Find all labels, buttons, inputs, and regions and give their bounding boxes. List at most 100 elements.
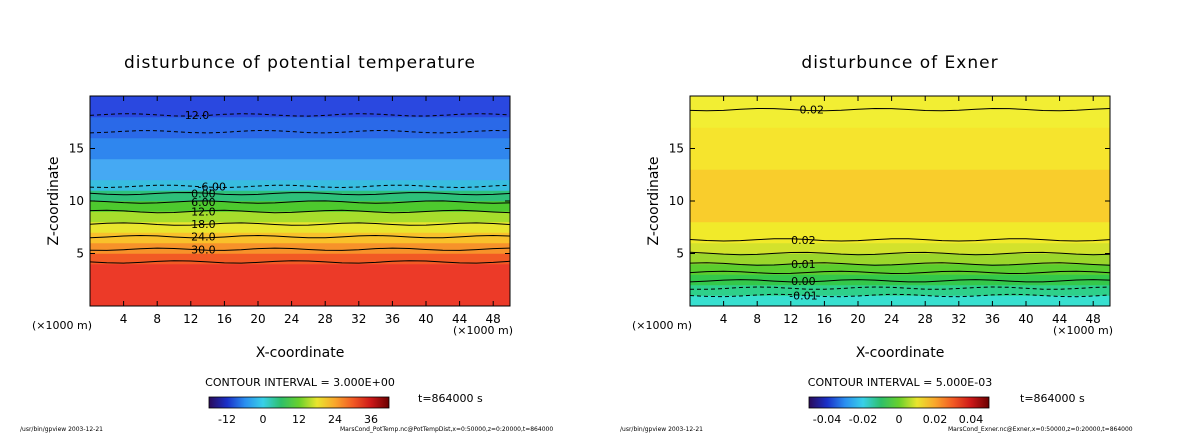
x-axis-label-2: X-coordinate [856,345,945,361]
x-tick-label-28: 28 [318,312,333,326]
footer-file-2: MarsCond_Exner.nc@Exner,x=0:50000,z=0:20… [948,426,1133,433]
x-tick-label-12: 12 [783,312,798,326]
color-band-5 [689,253,1111,265]
color-band-11 [89,137,511,160]
y-tick-label-10: 10 [669,194,684,208]
y-tick-label-15: 15 [669,142,684,156]
colorbar-tick-label: 24 [328,413,342,426]
x-tick-label-44: 44 [452,312,467,326]
contour-line-2 [689,286,1111,290]
x-tick-label-40: 40 [1018,312,1033,326]
x-tick-label-24: 24 [884,312,899,326]
contour-line-4 [689,270,1111,275]
colorbar-tick-label: 0.02 [923,413,948,426]
x-tick-label-32: 32 [951,312,966,326]
contour-line-3 [89,234,511,239]
colorbar-tick-label: 0.04 [959,413,984,426]
contour-line-7 [689,238,1111,242]
y-tick-label-15: 15 [69,142,84,156]
colorbar-tick-label: -12 [218,413,236,426]
x-tick-label-36: 36 [985,312,1000,326]
x-tick-label-20: 20 [250,312,265,326]
contour-line-1 [89,260,511,264]
chart-title-2: disturbunce of Exner [801,53,998,73]
x-tick-label-20: 20 [850,312,865,326]
x-tick-label-24: 24 [284,312,299,326]
contour-line-5 [89,209,511,214]
contour-label-7: 0.02 [791,234,816,247]
x-tick-label-32: 32 [351,312,366,326]
contour-label-10: -12.0 [181,109,209,122]
colorbar-tick-label: 0 [260,413,267,426]
x-unit-right-1: (×1000 m) [453,324,513,337]
x-tick-label-8: 8 [753,312,761,326]
contour-label-3: 0.00 [791,275,816,288]
contour-label-5: 12.0 [191,206,216,219]
footer-file-1: MarsCond_PotTemp.nc@PotTempDist,x=0:5000… [340,426,553,433]
contour-label-5: 0.01 [791,258,816,271]
x-tick-label-16: 16 [217,312,232,326]
color-band-2 [689,284,1111,296]
contour-line-7 [89,191,511,196]
x-tick-label-8: 8 [153,312,161,326]
time-label-1: t=864000 s [418,392,483,405]
y-tick-label-5: 5 [76,247,84,261]
plot-area-2: -0.010.000.010.020.024 8 12 16 20 24 28 32 36 40 4… [669,95,1111,326]
y-tick-label-10: 10 [69,194,84,208]
color-band-6 [89,211,511,223]
plot-area-1: 30.024.018.012.06.000.00-6.00-12.04 8 12 16… [69,95,511,326]
x-tick-label-12: 12 [183,312,198,326]
y-tick-label-5: 5 [676,247,684,261]
x-tick-label-44: 44 [1052,312,1067,326]
contour-line-4 [89,222,511,226]
contour-line-8 [89,184,511,189]
footer-path-2: /usr/bin/gpview 2003-12-21 [620,426,703,433]
contour-label-2: 30.0 [191,243,216,256]
colorbar-tick-label: -0.04 [813,413,841,426]
contour-line-9 [89,129,511,134]
contour-label-3: 24.0 [191,231,216,244]
colorbar-1 [208,396,390,409]
color-band-9 [689,127,1111,170]
x-unit-right-2: (×1000 m) [1053,324,1113,337]
color-band-13 [89,95,511,118]
y-axis-label-2: Z-coordinate [646,156,662,245]
x-unit-left-2: (×1000 m) [632,319,692,332]
x-tick-label-48: 48 [1086,312,1101,326]
color-band-10 [89,158,511,181]
time-label-2: t=864000 s [1020,392,1085,405]
contour-line-1 [689,293,1111,298]
x-tick-label-4: 4 [120,312,128,326]
color-band-10 [689,95,1111,128]
x-tick-label-28: 28 [918,312,933,326]
color-band-8 [689,169,1111,223]
contour-line-10 [89,113,511,117]
colorbar-tick-label: 0 [896,413,903,426]
colorbar-tick-label: 12 [292,413,306,426]
panel-potential-temperature: disturbunce of potential temperature 30.… [20,53,553,433]
x-tick-label-4: 4 [720,312,728,326]
contour-label-8: -6.00 [198,180,226,193]
contour-interval-2: CONTOUR INTERVAL = 5.000E-03 [808,376,992,389]
color-band-1 [89,263,511,307]
x-tick-label-36: 36 [385,312,400,326]
footer-path-1: /usr/bin/gpview 2003-12-21 [20,426,103,433]
colorbar-ticks-2: -0.04 -0.02 0 0.02 0.04 [813,413,983,426]
colorbar-2 [808,396,990,409]
y-axis-label-1: Z-coordinate [46,156,62,245]
contour-line-3 [689,279,1111,283]
contour-line-6 [89,200,511,204]
contour-label-6: 6.00 [191,196,216,209]
colorbar-tick-label: 36 [364,413,378,426]
color-band-12 [89,116,511,139]
x-unit-left-1: (×1000 m) [32,319,92,332]
color-band-6 [689,242,1111,254]
colorbar-tick-label: -0.02 [849,413,877,426]
x-axis-label-1: X-coordinate [256,345,345,361]
x-tick-label-40: 40 [418,312,433,326]
x-tick-label-16: 16 [817,312,832,326]
contour-line-5 [689,262,1111,266]
colorbar-ticks-1: -12 0 12 24 36 [218,413,378,426]
contour-label-8: 0.02 [800,104,825,117]
